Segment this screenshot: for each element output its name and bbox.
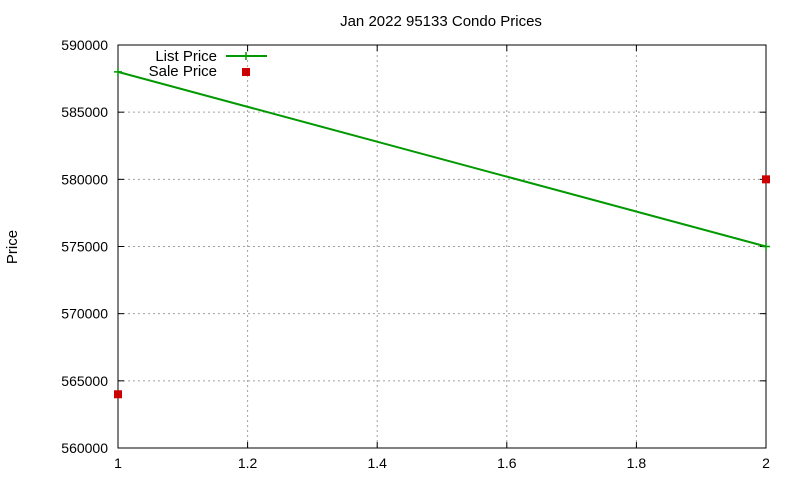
y-tick-label: 580000	[61, 171, 108, 187]
sale-price-point	[762, 175, 770, 184]
y-tick-label: 590000	[61, 37, 108, 53]
x-tick-label: 2	[762, 455, 770, 471]
list-price-line	[117, 70, 767, 248]
grid-layer	[118, 45, 766, 448]
sale-price-point	[114, 390, 122, 399]
y-tick-label: 565000	[61, 373, 108, 389]
y-tick-label: 575000	[61, 239, 108, 255]
y-axis-label: Price	[4, 230, 21, 264]
legend-sample-sale-price-point	[242, 68, 250, 76]
chart-title: Jan 2022 95133 Condo Prices	[340, 13, 542, 30]
x-tick-label: 1.8	[627, 455, 647, 471]
x-tick-label: 1.2	[238, 455, 258, 471]
list-price-point	[114, 67, 122, 76]
x-tick-label: 1.4	[367, 455, 387, 471]
y-tick-label: 560000	[61, 440, 108, 456]
x-tick-label: 1	[114, 455, 122, 471]
legend-label-list-price: List Price	[155, 48, 217, 65]
tick-layer: 1 1.2 1.4 1.6 1.8 2 560000 565000 570000 575000 58…	[61, 37, 770, 471]
legend: List Price Sale Price	[149, 48, 267, 80]
y-tick-label: 585000	[61, 104, 108, 120]
legend-label-sale-price: Sale Price	[149, 63, 217, 80]
series-layer	[114, 67, 770, 399]
legend-sample-list-price-point	[242, 52, 250, 60]
list-price-point	[762, 242, 770, 251]
x-tick-label: 1.6	[497, 455, 517, 471]
y-tick-label: 570000	[61, 306, 108, 322]
